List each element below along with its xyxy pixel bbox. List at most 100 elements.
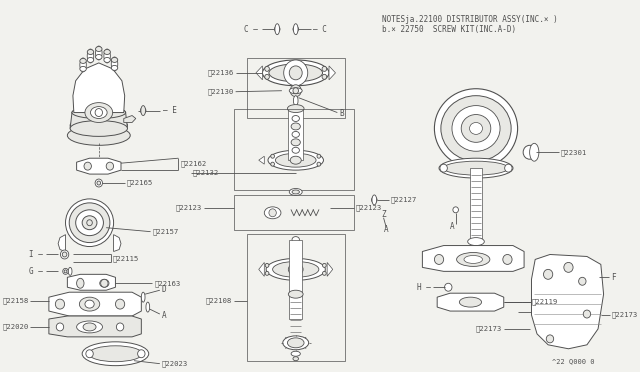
Text: b.× 22750  SCREW KIT(INC.A-D): b.× 22750 SCREW KIT(INC.A-D) [381, 25, 516, 34]
Text: I —: I — [29, 250, 44, 259]
Circle shape [290, 85, 301, 97]
Text: ※22163: ※22163 [154, 280, 180, 286]
Ellipse shape [77, 278, 84, 288]
Text: B: B [339, 109, 344, 118]
Polygon shape [259, 262, 264, 276]
Circle shape [453, 207, 458, 213]
Ellipse shape [77, 321, 102, 333]
Circle shape [317, 162, 321, 166]
Text: ※22123: ※22123 [356, 205, 382, 211]
Ellipse shape [464, 256, 483, 263]
Ellipse shape [293, 96, 298, 106]
Ellipse shape [290, 156, 301, 164]
Ellipse shape [293, 24, 298, 35]
Ellipse shape [80, 66, 86, 71]
Polygon shape [58, 235, 65, 251]
Text: ※22023: ※22023 [162, 360, 188, 367]
Ellipse shape [67, 125, 130, 145]
Text: Z: Z [381, 210, 387, 219]
Ellipse shape [146, 302, 150, 312]
Circle shape [84, 162, 92, 170]
Polygon shape [49, 316, 141, 337]
Ellipse shape [68, 267, 72, 275]
Text: D: D [162, 285, 166, 294]
Circle shape [435, 254, 444, 264]
Ellipse shape [69, 203, 110, 243]
Ellipse shape [95, 46, 102, 60]
Text: ※22301: ※22301 [561, 149, 588, 155]
Text: — C: — C [314, 25, 327, 34]
Ellipse shape [292, 116, 300, 122]
Ellipse shape [291, 123, 300, 130]
Ellipse shape [530, 143, 539, 161]
Ellipse shape [283, 336, 308, 350]
Circle shape [86, 350, 93, 358]
Text: ※22123: ※22123 [176, 205, 202, 211]
Circle shape [95, 179, 102, 187]
Ellipse shape [111, 65, 118, 70]
Polygon shape [49, 292, 141, 316]
Ellipse shape [456, 253, 490, 266]
Ellipse shape [85, 300, 94, 308]
Bar [234, 195, 354, 230]
Ellipse shape [460, 297, 481, 307]
Text: ※22157: ※22157 [152, 228, 179, 235]
Text: ※22162: ※22162 [180, 161, 207, 167]
Ellipse shape [289, 88, 302, 94]
Bar [247, 234, 345, 361]
Text: ※22158: ※22158 [3, 298, 29, 304]
Polygon shape [470, 168, 481, 240]
Text: C —: C — [244, 25, 258, 34]
Circle shape [293, 26, 298, 32]
Ellipse shape [289, 189, 302, 195]
Ellipse shape [88, 346, 142, 362]
Ellipse shape [441, 96, 511, 161]
Circle shape [543, 269, 553, 279]
Circle shape [64, 270, 67, 273]
Circle shape [63, 268, 68, 274]
Ellipse shape [90, 107, 107, 119]
Circle shape [547, 335, 554, 343]
Ellipse shape [87, 57, 93, 62]
Text: A: A [162, 311, 166, 320]
Ellipse shape [141, 106, 145, 116]
Ellipse shape [291, 351, 300, 356]
Text: NOTESja.22100 DISTRIBUTOR ASSY(INC.× ): NOTESja.22100 DISTRIBUTOR ASSY(INC.× ) [381, 15, 557, 24]
Text: ※22136: ※22136 [207, 70, 234, 76]
Polygon shape [329, 66, 335, 80]
Ellipse shape [275, 24, 280, 35]
Polygon shape [73, 63, 125, 113]
Ellipse shape [70, 121, 127, 137]
Ellipse shape [80, 58, 86, 63]
Ellipse shape [461, 115, 491, 142]
Polygon shape [256, 66, 262, 80]
Polygon shape [70, 113, 127, 128]
Ellipse shape [262, 60, 329, 86]
Polygon shape [259, 156, 264, 164]
Text: ※22115: ※22115 [113, 255, 139, 262]
Text: ※22119: ※22119 [531, 299, 557, 305]
Circle shape [265, 263, 269, 267]
Ellipse shape [87, 220, 92, 226]
Ellipse shape [85, 103, 113, 122]
Ellipse shape [372, 195, 376, 205]
Circle shape [317, 154, 321, 158]
Ellipse shape [291, 139, 300, 146]
Circle shape [322, 74, 326, 79]
Polygon shape [77, 158, 121, 174]
Ellipse shape [287, 105, 304, 113]
Polygon shape [422, 246, 524, 271]
Ellipse shape [65, 199, 113, 247]
Ellipse shape [104, 49, 110, 63]
Text: A: A [450, 222, 454, 231]
Ellipse shape [292, 190, 300, 194]
Ellipse shape [72, 107, 125, 119]
Ellipse shape [87, 49, 93, 54]
Circle shape [97, 181, 100, 185]
Bar [234, 109, 354, 190]
Ellipse shape [72, 107, 125, 119]
Ellipse shape [100, 279, 109, 287]
Circle shape [138, 350, 145, 358]
Ellipse shape [264, 207, 281, 219]
Circle shape [115, 299, 125, 309]
